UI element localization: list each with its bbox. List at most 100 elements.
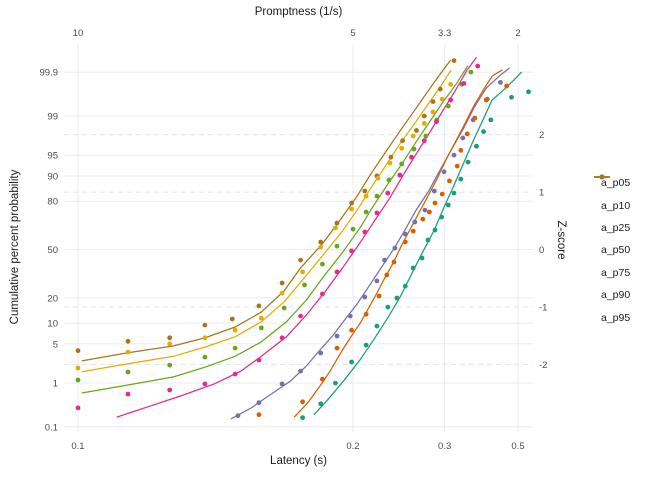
series-point-a_p10[interactable] [464, 131, 470, 137]
series-point-a_p50[interactable] [409, 154, 414, 160]
series-point-a_p75[interactable] [468, 69, 474, 75]
series-point-a_p05[interactable] [394, 295, 400, 301]
series-point-a_p10[interactable] [300, 399, 305, 405]
series-point-a_p75[interactable] [350, 226, 356, 232]
series-point-a_p05[interactable] [425, 237, 431, 243]
series-point-a_p50[interactable] [362, 229, 368, 235]
series-point-a_p10[interactable] [391, 259, 397, 265]
series-point-a_p25[interactable] [441, 169, 447, 175]
series-point-a_p75[interactable] [445, 103, 451, 109]
series-point-a_p25[interactable] [402, 231, 408, 237]
series-point-a_p10[interactable] [454, 163, 460, 169]
series-point-a_p25[interactable] [431, 188, 437, 194]
series-point-a_p75[interactable] [202, 354, 208, 360]
series-point-a_p95[interactable] [167, 335, 173, 341]
series-point-a_p75[interactable] [281, 305, 287, 311]
series-point-a_p10[interactable] [439, 191, 445, 197]
series-point-a_p90[interactable] [421, 121, 427, 126]
series-point-a_p05[interactable] [374, 323, 380, 329]
series-point-a_p90[interactable] [232, 327, 238, 333]
series-point-a_p75[interactable] [125, 369, 131, 375]
series-point-a_p90[interactable] [75, 365, 81, 371]
series-point-a_p50[interactable] [279, 335, 285, 341]
series-point-a_p50[interactable] [202, 381, 208, 387]
series-point-a_p50[interactable] [125, 391, 131, 397]
series-point-a_p50[interactable] [385, 190, 391, 196]
series-point-a_p50[interactable] [421, 138, 427, 144]
series-point-a_p05[interactable] [488, 117, 494, 123]
series-point-a_p75[interactable] [423, 133, 429, 139]
series-point-a_p95[interactable] [298, 257, 303, 263]
series-point-a_p05[interactable] [432, 227, 438, 233]
series-point-a_p95[interactable] [362, 188, 368, 194]
series-point-a_p95[interactable] [256, 303, 262, 309]
series-point-a_p50[interactable] [75, 405, 81, 411]
series-point-a_p10[interactable] [320, 376, 325, 382]
series-point-a_p95[interactable] [75, 348, 81, 354]
series-point-a_p10[interactable] [376, 293, 382, 299]
series-point-a_p90[interactable] [399, 145, 405, 151]
series-point-a_p10[interactable] [384, 272, 390, 278]
series-point-a_p75[interactable] [258, 325, 264, 331]
series-point-a_p50[interactable] [167, 387, 173, 393]
series-point-a_p05[interactable] [451, 190, 457, 196]
series-point-a_p90[interactable] [300, 269, 305, 275]
series-point-a_p90[interactable] [410, 133, 416, 139]
series-point-a_p10[interactable] [420, 216, 426, 222]
series-point-a_p10[interactable] [458, 147, 464, 153]
series-point-a_p05[interactable] [439, 214, 444, 220]
series-point-a_p95[interactable] [437, 86, 443, 92]
series-point-a_p90[interactable] [439, 96, 445, 102]
legend-item-a_p10[interactable]: a_p10 [593, 174, 630, 216]
legend-item-a_p75[interactable]: a_p75 [593, 174, 630, 284]
series-point-a_p90[interactable] [387, 160, 393, 166]
series-point-a_p05[interactable] [458, 176, 464, 182]
series-point-a_p05[interactable] [526, 89, 531, 95]
legend-item-a_p50[interactable]: a_p50 [593, 174, 630, 261]
series-point-a_p95[interactable] [451, 58, 457, 63]
series-point-a_p25[interactable] [256, 400, 262, 406]
series-point-a_p75[interactable] [167, 362, 173, 368]
series-point-a_p10[interactable] [349, 327, 354, 333]
series-point-a_p25[interactable] [498, 80, 503, 85]
series-point-a_p25[interactable] [334, 333, 340, 339]
series-point-a_p10[interactable] [432, 200, 438, 206]
series-point-a_p50[interactable] [448, 97, 453, 103]
series-point-a_p50[interactable] [349, 248, 354, 254]
series-point-a_p10[interactable] [410, 228, 416, 234]
series-point-a_p25[interactable] [362, 294, 368, 300]
series-point-a_p75[interactable] [399, 161, 405, 167]
series-point-a_p90[interactable] [333, 225, 338, 231]
series-point-a_p50[interactable] [334, 269, 340, 275]
series-point-a_p50[interactable] [475, 63, 481, 69]
series-point-a_p75[interactable] [232, 345, 238, 351]
series-point-a_p50[interactable] [320, 291, 325, 297]
series-point-a_p25[interactable] [347, 313, 353, 319]
series-point-a_p25[interactable] [279, 381, 285, 387]
series-point-a_p25[interactable] [422, 207, 428, 213]
series-point-a_p90[interactable] [375, 175, 381, 181]
series-point-a_p50[interactable] [397, 172, 403, 178]
series-point-a_p95[interactable] [388, 154, 394, 160]
series-point-a_p90[interactable] [167, 341, 173, 347]
series-point-a_p50[interactable] [434, 119, 439, 125]
series-point-a_p90[interactable] [258, 315, 264, 321]
series-point-a_p25[interactable] [374, 278, 380, 284]
series-point-a_p90[interactable] [363, 193, 369, 199]
series-point-a_p10[interactable] [427, 209, 432, 215]
series-point-a_p90[interactable] [349, 206, 354, 212]
series-point-a_p95[interactable] [334, 220, 340, 226]
series-point-a_p90[interactable] [202, 335, 208, 341]
series-point-a_p75[interactable] [302, 282, 307, 288]
series-point-a_p75[interactable] [320, 261, 325, 267]
series-point-a_p50[interactable] [232, 371, 238, 377]
series-point-a_p75[interactable] [363, 209, 369, 215]
series-point-a_p25[interactable] [392, 245, 398, 251]
series-point-a_p10[interactable] [363, 311, 369, 317]
series-point-a_p05[interactable] [410, 265, 416, 271]
series-point-a_p05[interactable] [402, 283, 408, 289]
series-point-a_p05[interactable] [445, 202, 451, 208]
series-point-a_p05[interactable] [474, 143, 479, 149]
series-point-a_p50[interactable] [256, 357, 262, 363]
series-point-a_p95[interactable] [318, 239, 324, 245]
